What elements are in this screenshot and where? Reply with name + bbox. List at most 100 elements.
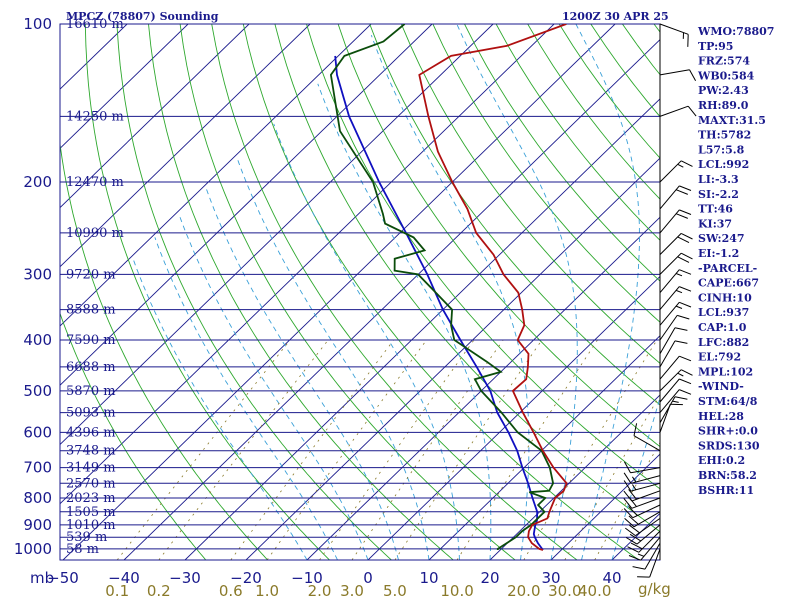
mixing-ratio-tick-label: 10.0 bbox=[440, 582, 473, 600]
wind-barb-feather bbox=[677, 256, 690, 263]
wind-barb-staff bbox=[630, 482, 661, 492]
wind-barb-half-feather bbox=[675, 289, 683, 294]
wind-barb-feather bbox=[674, 327, 688, 331]
wind-barb-staff bbox=[638, 530, 661, 553]
pressure-tick-label: 200 bbox=[23, 173, 52, 191]
pressure-unit-label: mb bbox=[30, 569, 54, 587]
wind-barb bbox=[624, 511, 661, 528]
sounding-index-entry: FRZ:574 bbox=[698, 55, 750, 68]
sounding-index-entry: LI:-3.3 bbox=[698, 173, 739, 186]
isotherm-line bbox=[60, 24, 372, 327]
wind-barb-staff bbox=[659, 355, 680, 380]
wind-barb bbox=[659, 355, 692, 380]
sounding-index-entry: L57:5.8 bbox=[698, 143, 745, 156]
dewpoint-trace bbox=[329, 24, 555, 550]
wind-barb-feather bbox=[628, 489, 637, 500]
moist-adiabat-line bbox=[575, 24, 640, 560]
height-tick-label: 7590 m bbox=[66, 333, 116, 348]
wind-barb-feather bbox=[625, 527, 636, 537]
temperature-tick-label: 40 bbox=[602, 569, 621, 587]
wind-barb-staff bbox=[630, 467, 661, 474]
mixing-ratio-tick-label: 40.0 bbox=[578, 582, 611, 600]
isotherm-line bbox=[60, 24, 250, 209]
wind-barb-feather bbox=[674, 340, 688, 344]
dry-adiabat-line bbox=[116, 24, 392, 560]
isotherm-line bbox=[60, 24, 311, 268]
wind-barb-feather bbox=[679, 185, 692, 191]
wind-barb-feather bbox=[630, 542, 643, 550]
dry-adiabat-line bbox=[179, 24, 516, 560]
wind-barb-feather bbox=[628, 506, 638, 516]
pressure-tick-label: 800 bbox=[23, 489, 52, 507]
dry-adiabat-line bbox=[84, 24, 330, 560]
mixing-ratio-unit: g/kg bbox=[638, 580, 671, 598]
dry-adiabat-line bbox=[369, 24, 660, 406]
mixing-ratio-tick-label: 1.0 bbox=[255, 582, 279, 600]
sounding-index-entry: CAPE:667 bbox=[698, 277, 759, 290]
wind-barb bbox=[659, 340, 688, 368]
wind-barb bbox=[659, 105, 697, 117]
height-tick-label: 5093 m bbox=[66, 406, 116, 421]
background-grid bbox=[60, 24, 660, 560]
mixing-ratio-tick-label: 5.0 bbox=[383, 582, 407, 600]
sounding-index-entry: CINH:10 bbox=[698, 291, 752, 304]
sounding-index-entry: EL:792 bbox=[698, 351, 741, 364]
wind-barb-staff bbox=[659, 369, 682, 392]
wind-barb bbox=[659, 209, 692, 234]
wind-barb-staff bbox=[644, 542, 661, 570]
chart-title: MPCZ (78807) Sounding bbox=[66, 10, 219, 23]
height-tick-label: 2570 m bbox=[66, 476, 116, 491]
wind-barb-feather bbox=[675, 213, 688, 219]
isobar-lines bbox=[59, 23, 661, 561]
wind-barb-feather bbox=[679, 389, 692, 395]
temperature-trace bbox=[418, 24, 568, 551]
dry-adiabat-line bbox=[306, 24, 660, 490]
moist-adiabat-line bbox=[154, 237, 338, 560]
temperature-tick-label: −10 bbox=[291, 569, 323, 587]
height-tick-label: 1505 m bbox=[66, 505, 116, 520]
wind-barb-feather bbox=[623, 472, 632, 484]
wind-barb bbox=[659, 286, 692, 310]
sounding-index-entry: LCL:992 bbox=[698, 158, 749, 171]
mixing-ratio-tick-label: 0.6 bbox=[219, 582, 243, 600]
isotherm-line bbox=[428, 335, 660, 560]
sounding-profiles bbox=[329, 24, 568, 551]
wind-barb-half-feather bbox=[675, 273, 683, 277]
sounding-index-entry: TH:5782 bbox=[698, 129, 751, 142]
mixing-ratio-line bbox=[351, 339, 504, 560]
wind-barb-feather bbox=[628, 515, 639, 525]
sounding-index-entry: WMO:78807 bbox=[697, 25, 774, 38]
wind-barb bbox=[659, 160, 693, 183]
wind-barb-feather bbox=[679, 355, 692, 362]
wind-barb-feather bbox=[623, 498, 633, 509]
temperature-tick-label: −40 bbox=[108, 569, 140, 587]
wind-barb-staff bbox=[632, 504, 661, 519]
dry-adiabat-line bbox=[337, 24, 660, 448]
pressure-tick-label: 1000 bbox=[14, 540, 52, 558]
wind-barb-staff bbox=[659, 286, 680, 310]
height-tick-label: 16610 m bbox=[66, 17, 124, 32]
wind-barb bbox=[659, 314, 690, 341]
height-tick-label: 2023 m bbox=[66, 491, 116, 506]
mixing-ratio-line bbox=[116, 339, 291, 560]
pressure-tick-label: 700 bbox=[23, 459, 52, 477]
wind-barb bbox=[659, 396, 688, 423]
wind-barb-staff bbox=[633, 435, 661, 452]
wind-barb bbox=[659, 403, 683, 433]
wind-barb-feather bbox=[679, 286, 692, 292]
height-tick-label: 5870 m bbox=[66, 384, 116, 399]
wind-barb-feather bbox=[629, 524, 640, 534]
wind-barb-staff bbox=[659, 252, 682, 275]
wind-barb bbox=[659, 232, 693, 255]
temperature-tick-label: 0 bbox=[363, 569, 373, 587]
pressure-tick-label: 400 bbox=[23, 331, 52, 349]
wind-barb-feather bbox=[627, 546, 640, 553]
wind-barb-feather bbox=[623, 508, 634, 519]
wind-barb-staff bbox=[659, 160, 682, 183]
wind-barb bbox=[623, 504, 661, 519]
sounding-index-entry: SRDS:130 bbox=[698, 439, 760, 452]
wind-barb-feather bbox=[623, 490, 633, 502]
wind-barb-staff bbox=[659, 404, 671, 433]
wind-barb bbox=[659, 269, 692, 294]
wind-barb-feather bbox=[677, 314, 690, 320]
